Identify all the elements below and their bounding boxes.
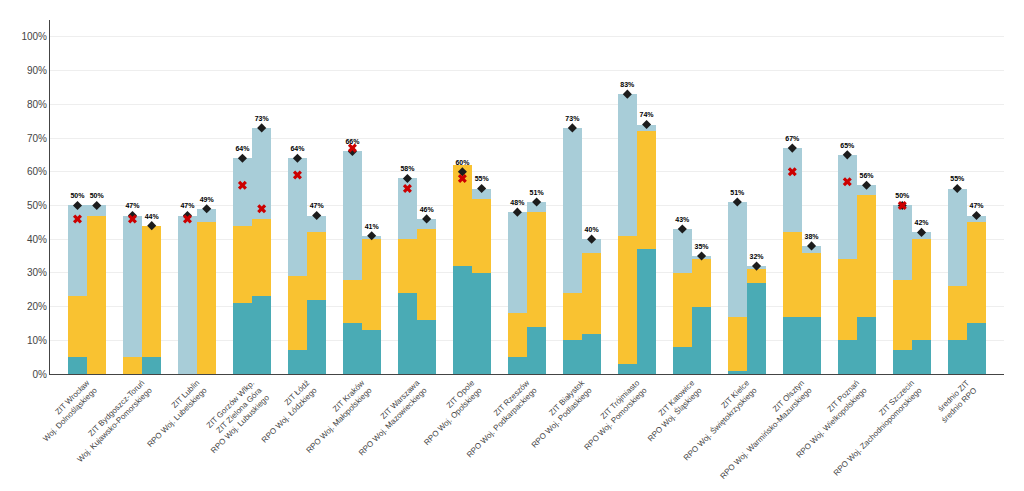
svg-text:38%: 38% [805, 233, 820, 240]
svg-text:100%: 100% [21, 31, 47, 42]
svg-text:ZIT SzczecinRPO Woj. Zachodnio: ZIT SzczecinRPO Woj. Zachodniopomorskieg… [824, 378, 924, 478]
svg-text:ZIT BiałystokRPO Woj. Podlaski: ZIT BiałystokRPO Woj. Podlaskiego [522, 378, 594, 450]
svg-text:ZIT Bydgoszcz-ToruńWoj. Kujaws: ZIT Bydgoszcz-ToruńWoj. Kujawsko-Pomorsk… [68, 378, 154, 464]
svg-text:ZIT RzeszówRPO Woj. Podkarpack: ZIT RzeszówRPO Woj. Podkarpackiego [458, 378, 539, 459]
svg-text:ZIT WrocławWoj. Dolnośląskiego: ZIT WrocławWoj. Dolnośląskiego [34, 378, 99, 443]
svg-text:47%: 47% [970, 202, 985, 209]
svg-text:55%: 55% [475, 175, 490, 182]
svg-text:ZIT PoznańRPO Woj. Wielkopolsk: ZIT PoznańRPO Woj. Wielkopolskiego [787, 378, 869, 460]
svg-text:56%: 56% [860, 172, 875, 179]
svg-text:30%: 30% [27, 267, 47, 278]
svg-text:32%: 32% [750, 253, 765, 260]
svg-text:66%: 66% [345, 138, 360, 145]
svg-text:48%: 48% [510, 199, 525, 206]
svg-text:ZIT LublinRPO Woj. Lubelskiego: ZIT LublinRPO Woj. Lubelskiego [138, 378, 209, 449]
svg-text:10%: 10% [27, 335, 47, 346]
svg-text:47%: 47% [125, 202, 140, 209]
svg-text:50%: 50% [27, 200, 47, 211]
svg-text:83%: 83% [620, 81, 635, 88]
svg-text:43%: 43% [675, 216, 690, 223]
svg-text:60%: 60% [455, 159, 470, 166]
svg-text:49%: 49% [200, 196, 215, 203]
svg-text:67%: 67% [785, 135, 800, 142]
svg-text:51%: 51% [530, 189, 545, 196]
svg-text:35%: 35% [695, 243, 710, 250]
svg-text:41%: 41% [365, 223, 380, 230]
svg-text:40%: 40% [585, 226, 600, 233]
svg-text:ZIT KrakówRPO Woj. Małopolskie: ZIT KrakówRPO Woj. Małopolskiego [297, 378, 374, 455]
svg-text:20%: 20% [27, 301, 47, 312]
svg-text:średnio ZITśrednio RPO: średnio ZITśrednio RPO [932, 378, 978, 424]
svg-text:46%: 46% [420, 206, 435, 213]
svg-text:ZIT ŁódźRPO Woj. Łódzkiego: ZIT ŁódźRPO Woj. Łódzkiego [253, 378, 320, 445]
svg-text:64%: 64% [235, 145, 250, 152]
svg-text:80%: 80% [27, 99, 47, 110]
svg-text:47%: 47% [180, 202, 195, 209]
svg-text:50%: 50% [90, 192, 105, 199]
svg-text:73%: 73% [565, 115, 580, 122]
svg-text:60%: 60% [27, 166, 47, 177]
svg-text:ZIT Gorzów Wlkp.ZIT Zielona Gó: ZIT Gorzów Wlkp.ZIT Zielona GóraRPO Woj.… [194, 378, 271, 455]
svg-text:47%: 47% [310, 202, 325, 209]
svg-text:44%: 44% [145, 213, 160, 220]
svg-text:ZIT WarszawaRPO Woj. Mazowieck: ZIT WarszawaRPO Woj. Mazowieckiego [350, 378, 429, 457]
svg-text:50%: 50% [895, 192, 910, 199]
svg-text:ZIT KielceRPO Woj. Świętokrzys: ZIT KielceRPO Woj. Świętokrzyskiego [675, 378, 759, 462]
svg-text:42%: 42% [915, 219, 930, 226]
svg-text:65%: 65% [840, 142, 855, 149]
svg-text:0%: 0% [33, 369, 48, 380]
svg-text:90%: 90% [27, 65, 47, 76]
svg-text:64%: 64% [290, 145, 305, 152]
svg-text:74%: 74% [640, 111, 655, 118]
svg-text:51%: 51% [730, 189, 745, 196]
svg-text:50%: 50% [70, 192, 85, 199]
svg-text:70%: 70% [27, 133, 47, 144]
svg-text:ZIT KatowiceRPO Woj. Śląskiego: ZIT KatowiceRPO Woj. Śląskiego [639, 378, 704, 443]
svg-text:58%: 58% [400, 165, 415, 172]
svg-text:ZIT OpoleRPO Woj. Opolskiego: ZIT OpoleRPO Woj. Opolskiego [415, 378, 484, 447]
svg-text:ZIT OlsztynRPO Woj. Warmińsko-: ZIT OlsztynRPO Woj. Warmińsko-Mazurskieg… [711, 378, 814, 481]
svg-text:73%: 73% [255, 115, 270, 122]
svg-text:55%: 55% [950, 175, 965, 182]
svg-text:ZIT TrójmiastoRPO Woj. Pomorsk: ZIT TrójmiastoRPO Woj. Pomorskiego [575, 378, 649, 452]
svg-text:40%: 40% [27, 234, 47, 245]
